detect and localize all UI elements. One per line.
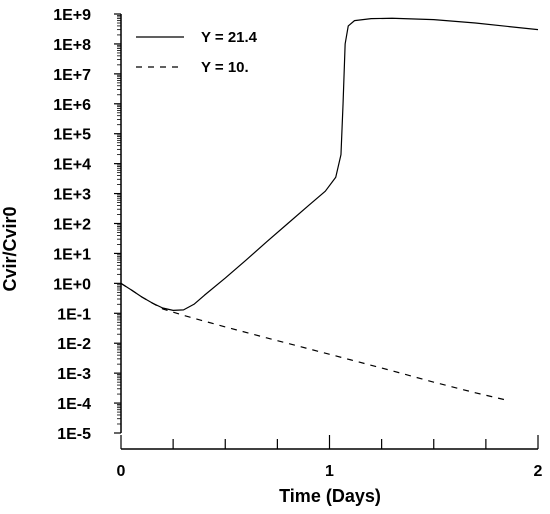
x-tick-label: 1 xyxy=(325,463,334,480)
y-tick-label: 1E+3 xyxy=(53,187,91,204)
y-tick-label: 1E+1 xyxy=(53,246,91,263)
y-tick-label: 1E-5 xyxy=(57,426,91,443)
y-tick-label: 1E-4 xyxy=(57,396,91,413)
x-tick-label: 2 xyxy=(534,463,543,480)
y-tick-label: 1E+9 xyxy=(53,7,91,24)
y-tick-label: 1E+2 xyxy=(53,217,91,234)
y-tick-label: 1E-3 xyxy=(57,366,91,383)
series-line-dashed xyxy=(120,282,505,401)
y-tick-label: 1E-1 xyxy=(57,306,91,323)
plot-lines xyxy=(120,17,539,401)
y-tick-label: 1E+5 xyxy=(53,127,91,144)
legend-label-dashed: Y = 10. xyxy=(201,59,249,76)
y-tick-label: 1E+4 xyxy=(53,157,91,174)
y-axis-title: Cvir/Cvir0 xyxy=(0,206,20,291)
x-axis-title: Time (Days) xyxy=(279,486,381,506)
y-tick-label: 1E+6 xyxy=(53,97,91,114)
y-tick-label: 1E+8 xyxy=(53,37,91,54)
y-tick-label: 1E+7 xyxy=(53,67,91,84)
y-axis: 1E+9 1E+8 1E+7 1E+6 1E+5 1E+4 1E+3 1E+2 1E+1 1E+0… xyxy=(53,7,122,443)
x-tick-label: 0 xyxy=(117,463,126,480)
y-tick-label: 1E-2 xyxy=(57,336,91,353)
series-line-solid xyxy=(120,17,539,311)
legend-label-solid: Y = 21.4 xyxy=(201,29,258,46)
legend: Y = 21.4 Y = 10. xyxy=(136,29,258,76)
x-axis: 0 1 2 xyxy=(117,435,543,480)
y-tick-label: 1E+0 xyxy=(53,276,91,293)
